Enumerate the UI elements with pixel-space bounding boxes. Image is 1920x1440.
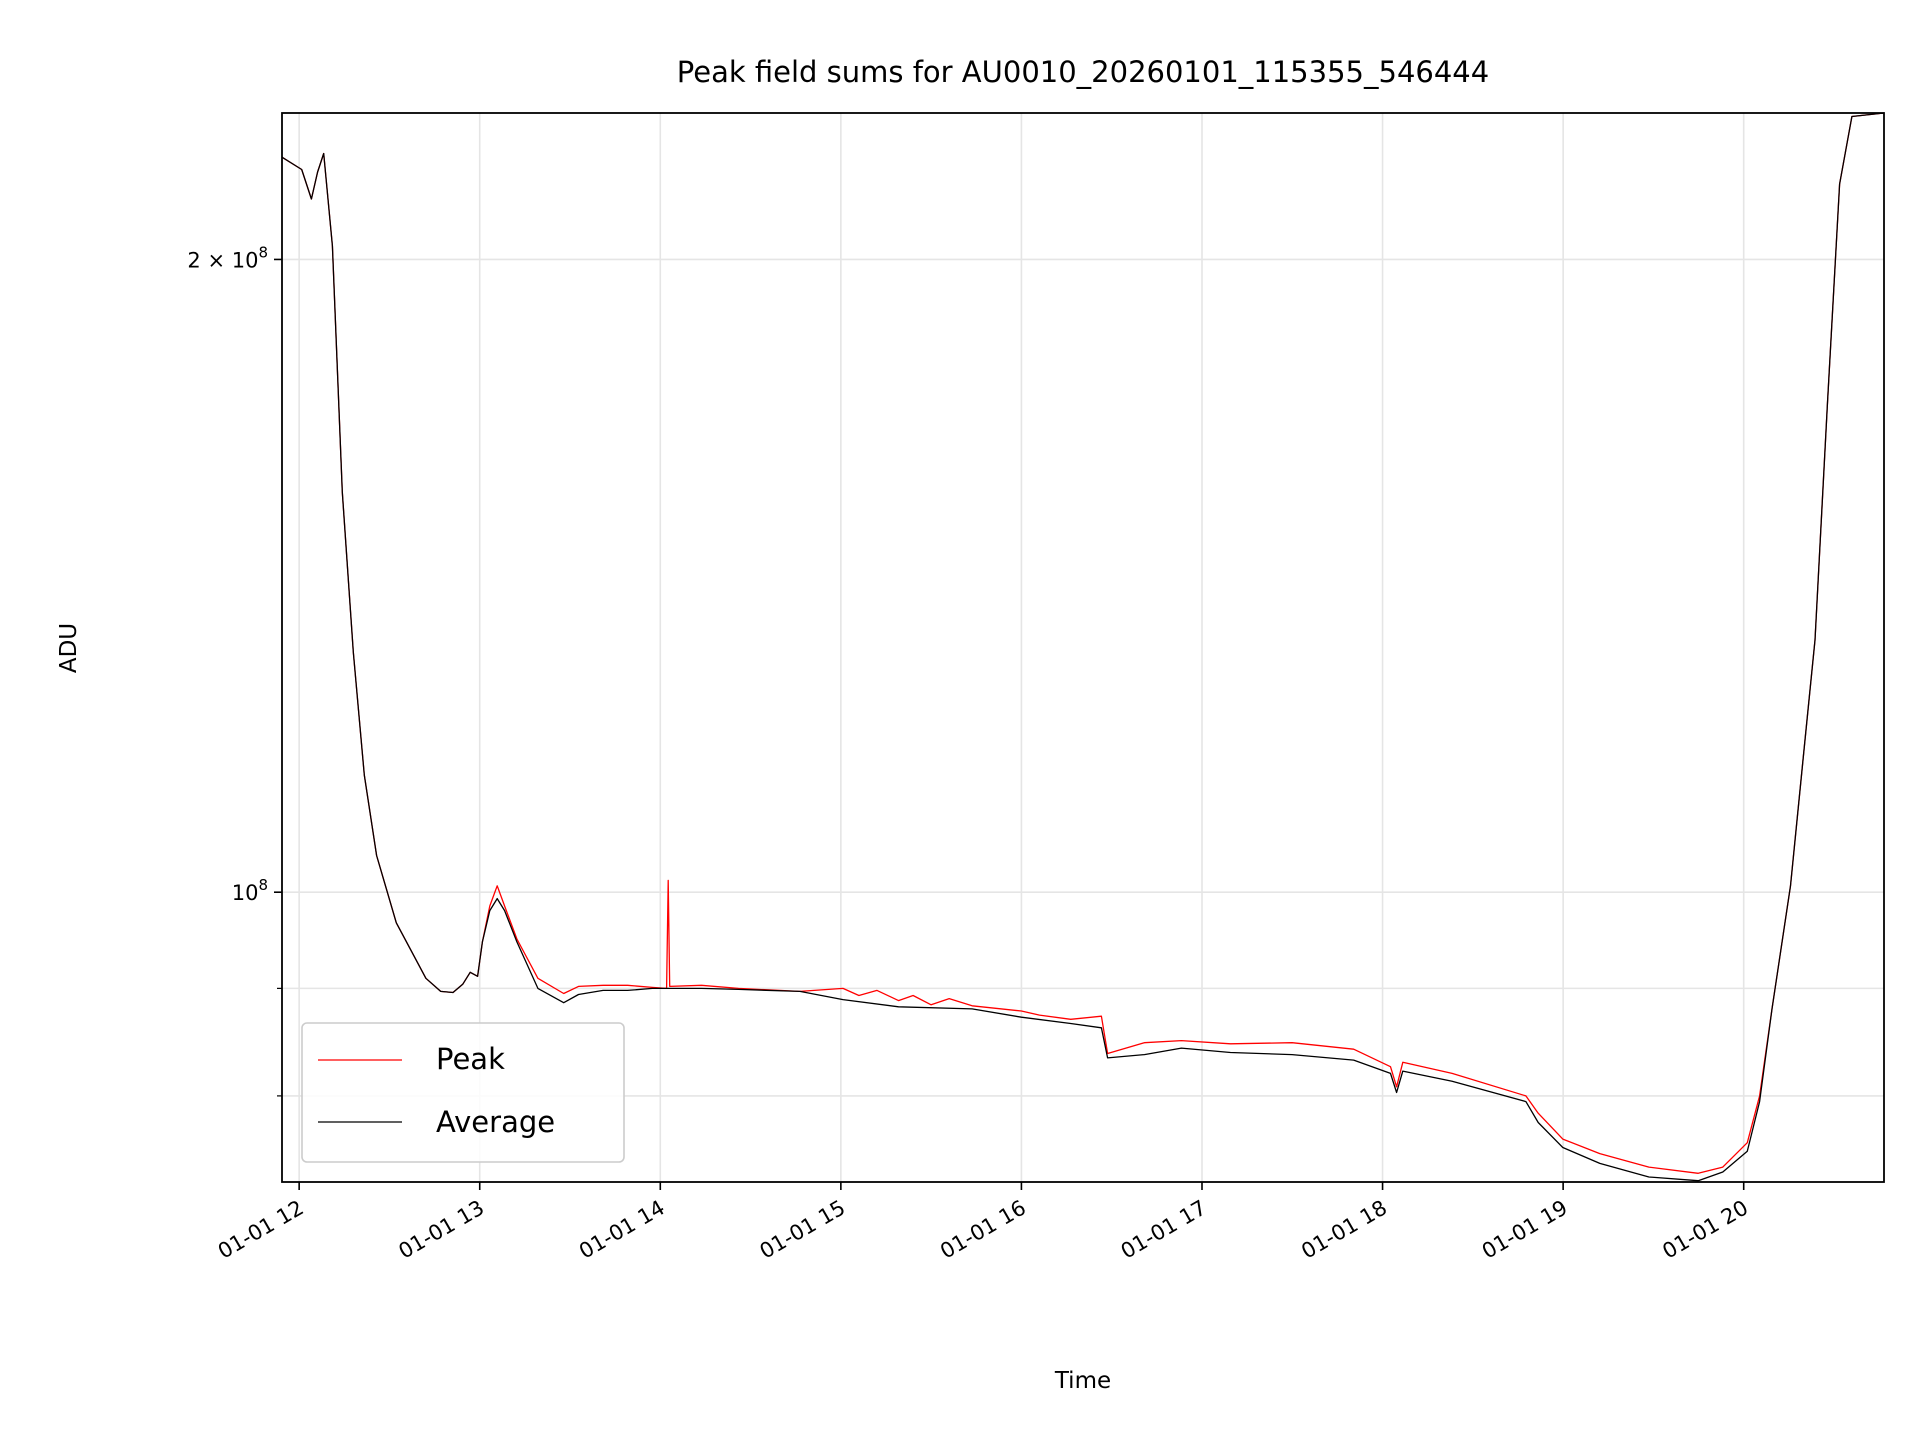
chart-title: Peak field sums for AU0010_20260101_1153… (677, 55, 1489, 89)
grid (282, 113, 1884, 1182)
x-axis-label: Time (1054, 1368, 1111, 1394)
y-tick-exponent: 8 (258, 243, 268, 261)
legend-label-average: Average (436, 1105, 555, 1139)
axes-frame (281, 112, 1885, 1183)
y-axis-label: ADU (56, 623, 82, 673)
plot-area (281, 112, 1885, 1182)
legend: Peak Average (301, 1022, 625, 1163)
y-tick-exponent: 8 (258, 876, 268, 894)
legend-box (301, 1022, 625, 1163)
legend-label-peak: Peak (436, 1042, 505, 1076)
y-tick-base: 2 × 10 (187, 248, 258, 272)
y-tick-label: 108 (232, 876, 268, 905)
y-tick-label: 2 × 108 (187, 243, 268, 272)
series-line-average (281, 112, 1885, 1182)
y-tick-base: 10 (232, 881, 259, 905)
